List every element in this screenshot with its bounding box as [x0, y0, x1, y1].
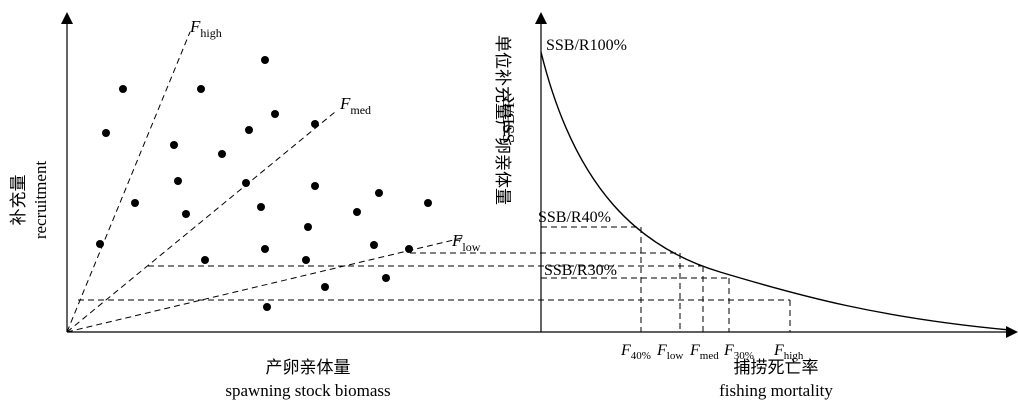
data-point: [353, 208, 361, 216]
data-point: [304, 223, 312, 231]
left-y-label-cn: 补充量: [9, 175, 29, 226]
f-low-label: Flow: [451, 231, 481, 254]
scatter-points: [96, 56, 432, 311]
data-point: [382, 274, 390, 282]
left-y-label-en: recruitment: [31, 161, 50, 240]
data-point: [271, 110, 279, 118]
data-point: [201, 256, 209, 264]
data-point: [242, 179, 250, 187]
tick-fhigh: Fhigh: [773, 342, 804, 362]
data-point: [311, 182, 319, 190]
data-point: [218, 150, 226, 158]
f-med-label: Fmed: [339, 94, 371, 117]
tick-f30: F30%: [723, 342, 754, 362]
right-x-label-cn: 捕捞死亡率: [734, 358, 819, 378]
data-point: [261, 245, 269, 253]
f-med-line: [66, 111, 336, 333]
left-x-label-en: spawning stock biomass: [225, 381, 390, 400]
ssb-r-30-label: SSB/R30%: [544, 262, 617, 279]
ssb-r-40-label: SSB/R40%: [538, 209, 611, 226]
right-y-label-cn: 单位补充量产卵亲体量: [492, 35, 512, 205]
data-point: [119, 85, 127, 93]
data-point: [263, 303, 271, 311]
data-point: [245, 126, 253, 134]
data-point: [405, 245, 413, 253]
right-x-ticks: F40% Flow Fmed F30% Fhigh: [620, 342, 804, 362]
data-point: [197, 85, 205, 93]
data-point: [370, 241, 378, 249]
ssb-r-100-label: SSB/R100%: [546, 37, 627, 54]
data-point: [96, 240, 104, 248]
data-point: [257, 203, 265, 211]
data-point: [321, 283, 329, 291]
data-point: [424, 199, 432, 207]
tick-f40: F40%: [620, 342, 651, 362]
data-point: [311, 120, 319, 128]
f-low-line: [66, 237, 463, 333]
right-x-label-en: fishing mortality: [719, 381, 833, 400]
data-point: [261, 56, 269, 64]
f-high-label: Fhigh: [189, 17, 222, 40]
data-point: [131, 199, 139, 207]
data-point: [182, 210, 190, 218]
ssb-r-curve: [540, 51, 1011, 331]
data-point: [102, 129, 110, 137]
data-point: [375, 189, 383, 197]
left-x-label-cn: 产卵亲体量: [266, 358, 351, 378]
tick-flow: Flow: [656, 342, 683, 362]
data-point: [174, 177, 182, 185]
data-point: [170, 141, 178, 149]
data-point: [302, 256, 310, 264]
right-y-label-en: SSB/R: [499, 96, 518, 143]
f-high-line: [66, 31, 191, 333]
tick-fmed: Fmed: [689, 342, 719, 362]
